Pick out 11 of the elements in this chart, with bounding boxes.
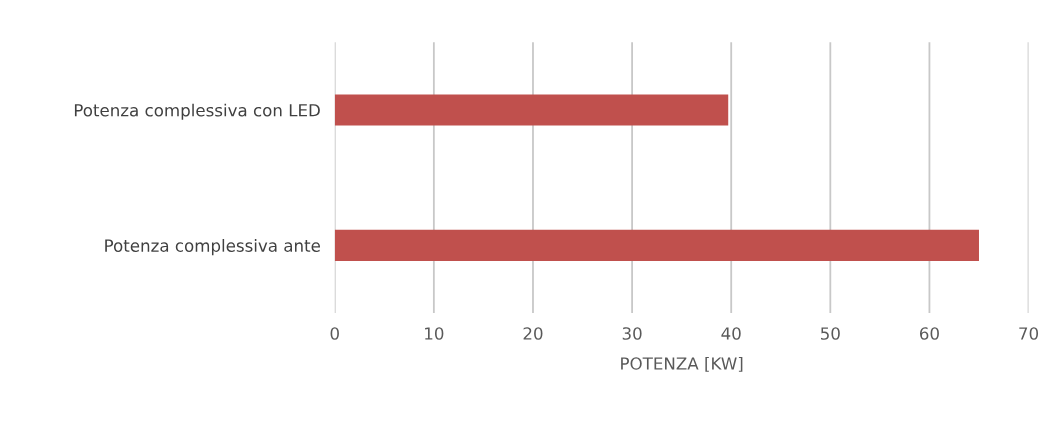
- x-tick-label: 60: [919, 327, 939, 340]
- y-tick-label: Potenza complessiva ante: [105, 239, 320, 256]
- x-axis-title: POTENZA [KW]: [621, 356, 743, 372]
- y-tick-label: Potenza complessiva con LED: [74, 103, 320, 120]
- x-tick-label: 40: [721, 327, 741, 340]
- x-tick-label: 10: [425, 327, 444, 340]
- x-tick-label: 50: [821, 327, 840, 340]
- x-tick-label: 0: [330, 327, 339, 340]
- x-tick-label: 70: [1019, 327, 1039, 340]
- x-tick-label: 20: [523, 327, 543, 340]
- x-tick-label: 30: [622, 327, 642, 340]
